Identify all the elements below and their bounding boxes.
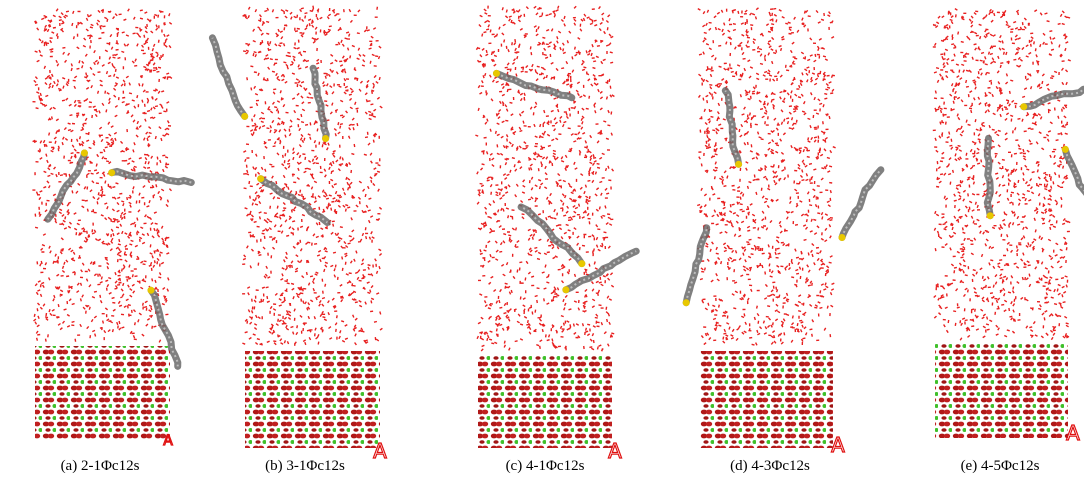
head-group [562, 286, 570, 294]
surfactant [1061, 145, 1084, 197]
panel: A (d) 4-3Φc12s [682, 7, 885, 474]
caption: (e) 4-5Φc12s [961, 458, 1040, 474]
surfactant-h [312, 67, 328, 139]
surfactant-h [496, 72, 573, 99]
surfactant-h [986, 138, 992, 216]
water [475, 5, 615, 352]
surfactant [108, 167, 195, 186]
surfactant-h [685, 227, 708, 303]
water [932, 8, 1071, 341]
surfactant [147, 286, 182, 370]
surfactant [1020, 85, 1084, 111]
head-group [986, 212, 994, 220]
head-group [682, 299, 690, 307]
head-group [80, 149, 88, 157]
surfactant-h [565, 250, 637, 291]
caption: (b) 3-1Φc12s [265, 458, 345, 474]
head-group [147, 286, 155, 294]
head-group [1020, 103, 1028, 111]
panel: A (c) 4-1Φc12s [475, 5, 640, 474]
crystal [35, 346, 170, 440]
panel: A (a) 2-1Φc12s [32, 8, 195, 474]
surfactant-h [841, 169, 882, 238]
head-group [578, 260, 586, 268]
crystal [478, 356, 612, 448]
surfactant-h [47, 152, 86, 220]
panel-marker: A [831, 433, 845, 457]
panel: A (e) 4-5Φc12s [932, 8, 1084, 474]
surfactant-h [520, 206, 583, 265]
head-group [241, 112, 249, 120]
crystal [245, 351, 380, 448]
head-group [108, 169, 116, 177]
head-group [735, 160, 743, 168]
head-group [322, 135, 330, 142]
panel-marker: A [1066, 421, 1080, 445]
surfactant-h [211, 37, 246, 117]
panel-marker: A [608, 439, 622, 463]
panel: A (b) 3-1Φc12s [208, 5, 388, 474]
water [32, 8, 173, 343]
caption: (a) 2-1Φc12s [61, 458, 140, 474]
surfactant-h [1064, 149, 1084, 192]
water [696, 7, 836, 346]
surfactant [493, 69, 576, 102]
crystal [935, 344, 1068, 438]
surfactant-h [260, 177, 328, 224]
panel-marker: A [373, 439, 387, 463]
water [242, 5, 383, 346]
caption: (d) 4-3Φc12s [730, 458, 810, 474]
surfactant-h [1023, 88, 1084, 108]
surfactant [208, 34, 249, 120]
caption: (c) 4-1Φc12s [506, 458, 585, 474]
head-group [1061, 145, 1069, 153]
head-group [838, 234, 846, 241]
panel-marker: A [163, 433, 173, 449]
surfactant [721, 87, 743, 168]
crystal [700, 351, 833, 448]
head-group [493, 69, 500, 77]
surfactant [838, 166, 885, 241]
head-group [257, 175, 265, 183]
